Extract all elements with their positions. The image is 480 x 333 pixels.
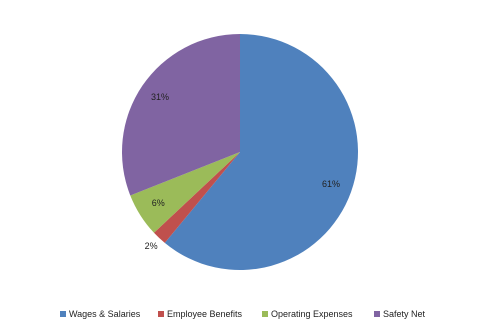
- pie-slice: [153, 152, 240, 243]
- pie-slice: [130, 152, 240, 233]
- legend-label: Employee Benefits: [167, 309, 243, 319]
- pie-slice: [122, 34, 240, 196]
- slice-label: 2%: [145, 241, 158, 251]
- legend-label: Safety Net: [383, 309, 426, 319]
- slice-label: 6%: [152, 198, 165, 208]
- legend-marker: [158, 311, 164, 317]
- slice-label: 61%: [322, 179, 340, 189]
- legend-marker: [262, 311, 268, 317]
- pie-slice: [164, 34, 358, 270]
- legend-label: Operating Expenses: [271, 309, 353, 319]
- legend-label: Wages & Salaries: [69, 309, 141, 319]
- slice-label: 31%: [151, 92, 169, 102]
- legend-marker: [374, 311, 380, 317]
- legend-marker: [60, 311, 66, 317]
